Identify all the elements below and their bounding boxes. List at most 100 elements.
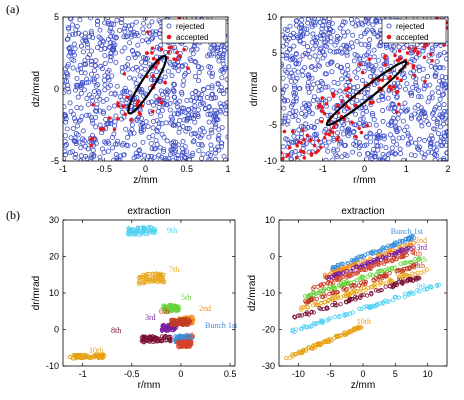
rejected-point: [207, 112, 213, 118]
rejected-point: [138, 122, 144, 128]
rejected-point: [283, 83, 289, 89]
x-tick-label: -5: [327, 369, 335, 379]
rejected-point: [219, 75, 225, 81]
bunch-point: [178, 317, 183, 322]
bunch-point: [352, 258, 357, 263]
bunch-point: [378, 280, 383, 285]
bunch-point: [400, 280, 405, 285]
accepted-point: [331, 125, 336, 130]
rejected-point: [423, 83, 429, 89]
rejected-point: [353, 143, 359, 149]
rejected-point: [83, 153, 89, 159]
bunch-point: [313, 343, 318, 348]
rejected-point: [298, 134, 304, 140]
rejected-point: [108, 51, 114, 57]
rejected-point: [408, 59, 414, 65]
rejected-point: [151, 154, 157, 160]
rejected-point: [315, 57, 321, 63]
bunch-point: [382, 272, 387, 278]
rejected-point: [342, 143, 348, 149]
bunch-point: [407, 290, 413, 295]
rejected-point: [153, 94, 159, 100]
rejected-point: [127, 40, 133, 46]
rejected-point: [331, 146, 337, 152]
x-tick-label: -1: [79, 369, 87, 379]
bunch-point: [165, 305, 170, 310]
rejected-point: [147, 157, 153, 161]
accepted-point: [150, 46, 155, 51]
accepted-point: [287, 145, 292, 150]
legend: rejected accepted: [161, 18, 227, 44]
rejected-point: [121, 152, 127, 158]
bunch-point: [338, 267, 343, 272]
rejected-point: [331, 148, 337, 154]
bunch-point: [321, 306, 326, 312]
rejected-point: [345, 73, 351, 79]
accepted-point: [291, 129, 295, 134]
rejected-point: [413, 54, 419, 60]
rejected-point: [97, 108, 103, 114]
rejected-point: [167, 61, 173, 67]
bunch-point: [378, 301, 383, 306]
bunch-point: [335, 295, 341, 300]
bunch-point: [183, 341, 188, 346]
x-tick-label: -0.5: [124, 369, 140, 379]
legend-box: [381, 18, 447, 44]
rejected-point: [289, 139, 295, 145]
rejected-point: [432, 64, 438, 70]
accepted-point: [301, 150, 306, 155]
rejected-point: [350, 129, 356, 135]
rejected-point: [63, 149, 68, 155]
bunch-point: [337, 313, 342, 319]
x-axis-label: z/mm: [351, 380, 375, 391]
bunch-point: [312, 290, 317, 295]
rejected-point: [193, 74, 199, 80]
rejected-point: [82, 34, 88, 40]
bunch-point: [140, 274, 145, 279]
rejected-point: [73, 27, 79, 33]
rejected-point: [309, 63, 315, 69]
rejected-point: [315, 62, 321, 68]
rejected-point: [310, 46, 316, 52]
bunch-point: [320, 294, 326, 299]
bunch-point: [299, 326, 304, 332]
accepted-point: [365, 123, 370, 128]
rejected-point: [375, 133, 381, 139]
rejected-point: [64, 126, 70, 132]
rejected-point: [108, 91, 114, 97]
rejected-point: [93, 58, 99, 64]
rejected-point: [86, 79, 92, 85]
bunch-label: 10th: [89, 346, 103, 355]
accepted-point: [309, 153, 314, 157]
rejected-point: [394, 95, 400, 101]
rejected-point: [344, 153, 350, 159]
rejected-point: [146, 100, 152, 106]
bunch-point: [354, 255, 359, 260]
rejected-point: [290, 114, 296, 120]
rejected-point: [444, 129, 448, 135]
accepted-point: [136, 99, 141, 104]
rejected-point: [78, 145, 84, 151]
rejected-point: [180, 124, 186, 130]
rejected-point: [372, 151, 378, 157]
rejected-point: [438, 157, 444, 161]
rejected-point: [67, 44, 73, 50]
rejected-point: [441, 139, 447, 145]
rejected-point: [138, 115, 144, 121]
bunch-point: [332, 303, 338, 308]
rejected-point: [361, 61, 367, 67]
rejected-point: [102, 53, 108, 59]
accepted-point: [163, 80, 168, 85]
bunch-point: [307, 324, 312, 329]
x-tick-label: 0: [362, 164, 367, 174]
rejected-point: [291, 99, 297, 105]
bunch-point: [344, 300, 349, 305]
rejected-point: [81, 87, 87, 93]
bunch-point: [342, 332, 347, 337]
rejected-point: [169, 140, 175, 146]
rejected-point: [429, 95, 435, 101]
bunch-point: [400, 243, 405, 248]
accepted-point: [399, 78, 403, 83]
rejected-point: [74, 82, 80, 88]
rejected-point: [129, 122, 135, 128]
